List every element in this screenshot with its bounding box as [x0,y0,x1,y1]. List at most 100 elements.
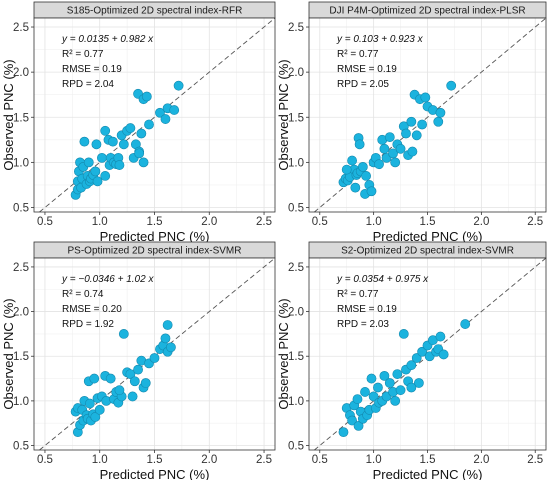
y-tick-label: 0.5 [13,441,29,453]
data-point [133,364,143,375]
regression-equation: y = 0.0354 + 0.975 x [336,274,429,285]
data-point [141,91,152,102]
y-tick-label: 1.5 [13,112,29,124]
data-point [91,139,102,150]
panel-title: DJI P4M-Optimized 2D spectral index-PLSR [329,6,525,17]
data-point [411,130,422,141]
stat-2: RMSE = 0.19 [337,64,397,75]
stat-1: R² = 0.77 [337,49,379,60]
panel-title: S185-Optimized 2D spectral index-RFR [67,6,243,17]
data-point [97,152,107,163]
stat-3: RPD = 2.04 [62,79,114,90]
data-point [374,159,384,170]
data-point [107,136,118,147]
x-axis-title: Predicted PNC (%) [373,467,483,480]
y-tick-label: 1.5 [13,351,29,363]
data-point [100,171,111,181]
panel-title: S2-Optimized 2D spectral index-SVMR [341,246,514,257]
x-tick-label: 2.0 [201,454,217,466]
x-tick-label: 2.0 [473,216,489,228]
data-point [406,360,417,371]
data-point [368,391,379,402]
data-point [384,132,395,143]
data-point [390,395,401,406]
data-point [127,391,138,402]
y-axis-title: Observed PNC (%) [276,59,291,170]
y-tick-label: 2.5 [13,262,29,274]
x-axis-title: Predicted PNC (%) [100,229,210,244]
data-point [125,369,136,379]
data-point [392,369,403,379]
data-point [353,420,364,431]
y-tick-label: 1.5 [288,351,304,363]
data-point [366,186,377,197]
data-point [79,136,90,147]
y-tick-label: 2.5 [13,22,29,34]
data-point [144,119,154,130]
stat-2: RMSE = 0.19 [337,304,397,315]
data-point [105,373,116,384]
data-point [384,378,395,388]
y-tick-label: 1.0 [13,396,29,408]
x-tick-label: 0.5 [37,454,53,466]
y-tick-label: 2.5 [288,262,304,274]
y-tick-label: 1.0 [288,396,304,408]
x-tick-label: 2.5 [527,454,543,466]
data-point [435,107,446,118]
data-point [129,376,140,387]
data-point [138,157,149,168]
data-point [407,146,418,157]
data-point [350,182,361,193]
x-tick-label: 0.5 [37,216,53,228]
y-axis-title: Observed PNC (%) [1,59,16,170]
y-tick-label: 2.5 [288,22,304,34]
data-point [361,171,371,181]
data-point [435,331,446,342]
data-point [94,404,105,415]
data-point [160,333,171,344]
data-point [149,353,160,363]
y-tick-label: 2.0 [13,307,29,319]
stat-2: RMSE = 0.19 [62,64,122,75]
data-point [395,385,406,396]
y-tick-label: 1.5 [288,112,304,124]
y-axis-title: Observed PNC (%) [276,298,291,409]
x-tick-label: 2.5 [256,454,272,466]
data-point [354,139,365,150]
x-axis-title: Predicted PNC (%) [373,229,483,244]
data-point [395,143,406,154]
regression-equation: y = 0.103 + 0.923 x [336,34,424,45]
data-point [420,92,431,103]
data-point [84,398,95,409]
data-point [357,161,368,172]
panel-3: PS-Optimized 2D spectral index-SVMR 0.5 1.… [1,241,276,480]
data-point [390,157,401,168]
data-point [438,349,449,360]
y-tick-label: 2.0 [288,307,304,319]
data-point [90,166,101,177]
data-point [366,373,377,384]
data-point [379,370,390,381]
data-point [347,155,357,166]
data-point [411,353,422,363]
stat-1: R² = 0.77 [62,49,104,60]
data-point [338,427,349,438]
x-tick-label: 1.5 [420,216,436,228]
x-tick-label: 1.0 [92,454,108,466]
data-point [90,412,101,422]
data-point [114,160,125,170]
x-tick-label: 1.5 [147,216,163,228]
x-axis-title: Predicted PNC (%) [100,467,210,480]
panel-4: S2-Optimized 2D spectral index-SVMR 0.5 1.… [276,241,547,480]
data-point [114,385,125,396]
x-tick-label: 0.5 [312,216,328,228]
x-tick-label: 2.0 [473,454,489,466]
panel-1: S185-Optimized 2D spectral index-RFR 0.5 1… [1,1,276,244]
data-point [417,119,428,130]
data-point [160,114,171,124]
data-point [460,319,471,329]
y-tick-label: 0.5 [13,202,29,214]
data-point [166,342,176,353]
x-tick-label: 2.0 [201,216,217,228]
